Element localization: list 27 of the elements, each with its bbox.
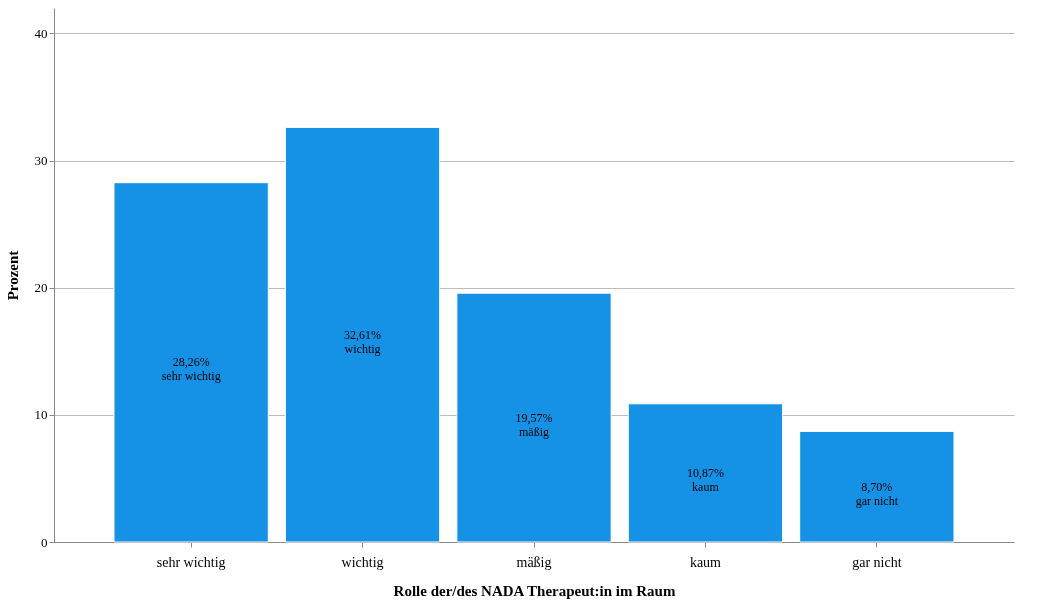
x-tick-label: wichtig <box>341 554 384 570</box>
bar <box>284 126 441 543</box>
bar <box>799 430 955 543</box>
bar <box>627 403 784 543</box>
category-label: mäßig <box>519 424 549 439</box>
y-tick-label: 0 <box>41 534 48 550</box>
y-tick-label: 20 <box>34 280 48 296</box>
bar <box>456 292 612 543</box>
y-tick-label: 40 <box>34 25 48 41</box>
category-label: sehr wichtig <box>161 369 221 384</box>
x-tick-label: sehr wichtig <box>156 554 226 570</box>
y-tick-label: 10 <box>34 407 48 423</box>
category-label: gar nicht <box>855 493 899 508</box>
x-tick-label: mäßig <box>516 554 552 570</box>
data-label: 28,26% <box>172 355 210 370</box>
category-label: kaum <box>692 479 719 494</box>
data-label: 8,70% <box>861 479 893 494</box>
x-tick-label: gar nicht <box>852 554 902 570</box>
data-label: 19,57% <box>515 410 553 425</box>
x-axis-title: Rolle der/des NADA Therapeut:in im Raum <box>393 582 676 599</box>
y-axis-title: Prozent <box>4 250 21 301</box>
data-label: 32,61% <box>344 327 382 342</box>
data-label: 10,87% <box>686 465 724 480</box>
x-tick-label: kaum <box>689 554 722 570</box>
category-label: wichtig <box>344 341 381 356</box>
bar <box>113 182 269 543</box>
y-tick-label: 30 <box>34 153 48 169</box>
